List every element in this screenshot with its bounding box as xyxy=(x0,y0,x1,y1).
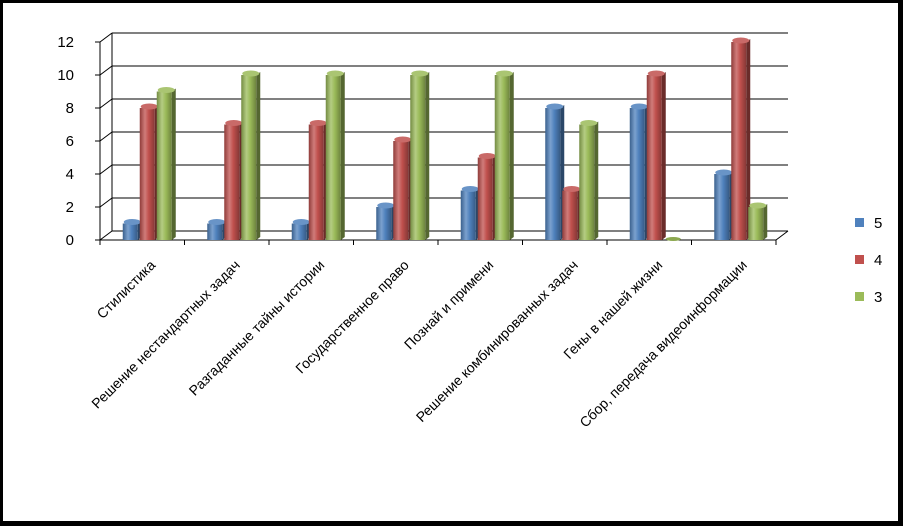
bar-side xyxy=(340,72,345,240)
x-tick-label: Разгаданные тайны истории xyxy=(186,257,328,399)
bar-top xyxy=(411,70,429,77)
bar-side xyxy=(594,121,599,240)
gridline-depth xyxy=(99,65,113,76)
gridline-depth xyxy=(99,32,113,43)
x-tick-label: Сбор, передача видеоинформации xyxy=(576,257,750,431)
floor-right-edge xyxy=(775,230,789,241)
y-tick-label: 2 xyxy=(66,199,74,216)
bar[interactable] xyxy=(308,124,324,241)
bar[interactable] xyxy=(731,42,747,240)
legend-label: 5 xyxy=(874,215,882,232)
y-tick-label: 6 xyxy=(66,133,74,150)
bar-top xyxy=(123,219,141,225)
x-tick-label: Решение нестандартных задач xyxy=(88,257,243,412)
bar-side xyxy=(661,72,666,240)
x-tick-label: Познай и примени xyxy=(401,257,497,353)
bar[interactable] xyxy=(156,91,172,241)
bar[interactable] xyxy=(579,124,595,241)
bar[interactable] xyxy=(376,207,392,240)
bar-top xyxy=(208,219,226,225)
bar[interactable] xyxy=(748,207,764,240)
bar-top xyxy=(647,70,665,77)
bar[interactable] xyxy=(714,174,730,240)
bar-top xyxy=(326,70,344,77)
bar-top xyxy=(461,186,479,192)
bar-top xyxy=(292,219,310,225)
bar-top xyxy=(715,169,733,176)
x-tick-label: Стилистика xyxy=(93,257,158,322)
bar-side xyxy=(171,88,176,240)
bar[interactable] xyxy=(460,190,476,241)
legend-swatch xyxy=(855,255,864,264)
bar-top xyxy=(546,103,564,110)
gridline-depth xyxy=(99,164,113,175)
y-tick-label: 10 xyxy=(57,67,74,84)
bar[interactable] xyxy=(545,108,561,240)
bar-side xyxy=(425,72,430,240)
bar[interactable] xyxy=(241,75,257,240)
bar-top xyxy=(580,120,598,126)
bar-side xyxy=(763,204,768,240)
y-tick-label: 0 xyxy=(66,232,74,249)
bar-top xyxy=(749,202,767,209)
bar-side xyxy=(746,39,751,240)
gridline-depth xyxy=(99,197,113,208)
bar-top xyxy=(563,186,581,192)
legend-swatch xyxy=(855,292,864,301)
bar-top xyxy=(732,37,750,44)
bar-side xyxy=(256,72,261,240)
y-tick-label: 12 xyxy=(57,34,74,51)
bar-top xyxy=(225,120,243,126)
bar-top xyxy=(242,70,260,77)
chart-area: 0 2 4 6 8 10 12 Стилистика Решение нестандартных… xyxy=(3,3,898,521)
y-tick-label: 4 xyxy=(66,166,74,183)
legend-swatch xyxy=(855,218,864,227)
bar[interactable] xyxy=(562,190,578,241)
bar[interactable] xyxy=(393,141,409,240)
bar[interactable] xyxy=(477,157,493,241)
bar-top xyxy=(377,202,395,209)
bar-top xyxy=(394,136,412,143)
legend-label: 4 xyxy=(874,252,882,269)
bar[interactable] xyxy=(139,108,155,240)
bar-zero xyxy=(665,237,681,241)
bar[interactable] xyxy=(325,75,341,240)
bar[interactable] xyxy=(410,75,426,240)
gridline-depth xyxy=(99,131,113,142)
gridline-depth xyxy=(99,98,113,109)
bar[interactable] xyxy=(494,75,510,240)
bar[interactable] xyxy=(646,75,662,240)
bar-top xyxy=(630,103,648,110)
bar[interactable] xyxy=(224,124,240,241)
legend-label: 3 xyxy=(874,289,882,306)
bar-top xyxy=(157,87,175,93)
bar[interactable] xyxy=(122,223,138,241)
bar[interactable] xyxy=(291,223,307,241)
bar-top xyxy=(478,153,496,159)
gridline-depth xyxy=(99,230,113,241)
bar-side xyxy=(509,72,514,240)
bar-top xyxy=(309,120,327,126)
bar[interactable] xyxy=(207,223,223,241)
x-tick-label: Решение комбинированных задач xyxy=(413,257,581,425)
y-tick-label: 8 xyxy=(66,100,74,117)
bar-top xyxy=(140,103,158,110)
bar-top xyxy=(495,70,513,77)
bar[interactable] xyxy=(629,108,645,240)
